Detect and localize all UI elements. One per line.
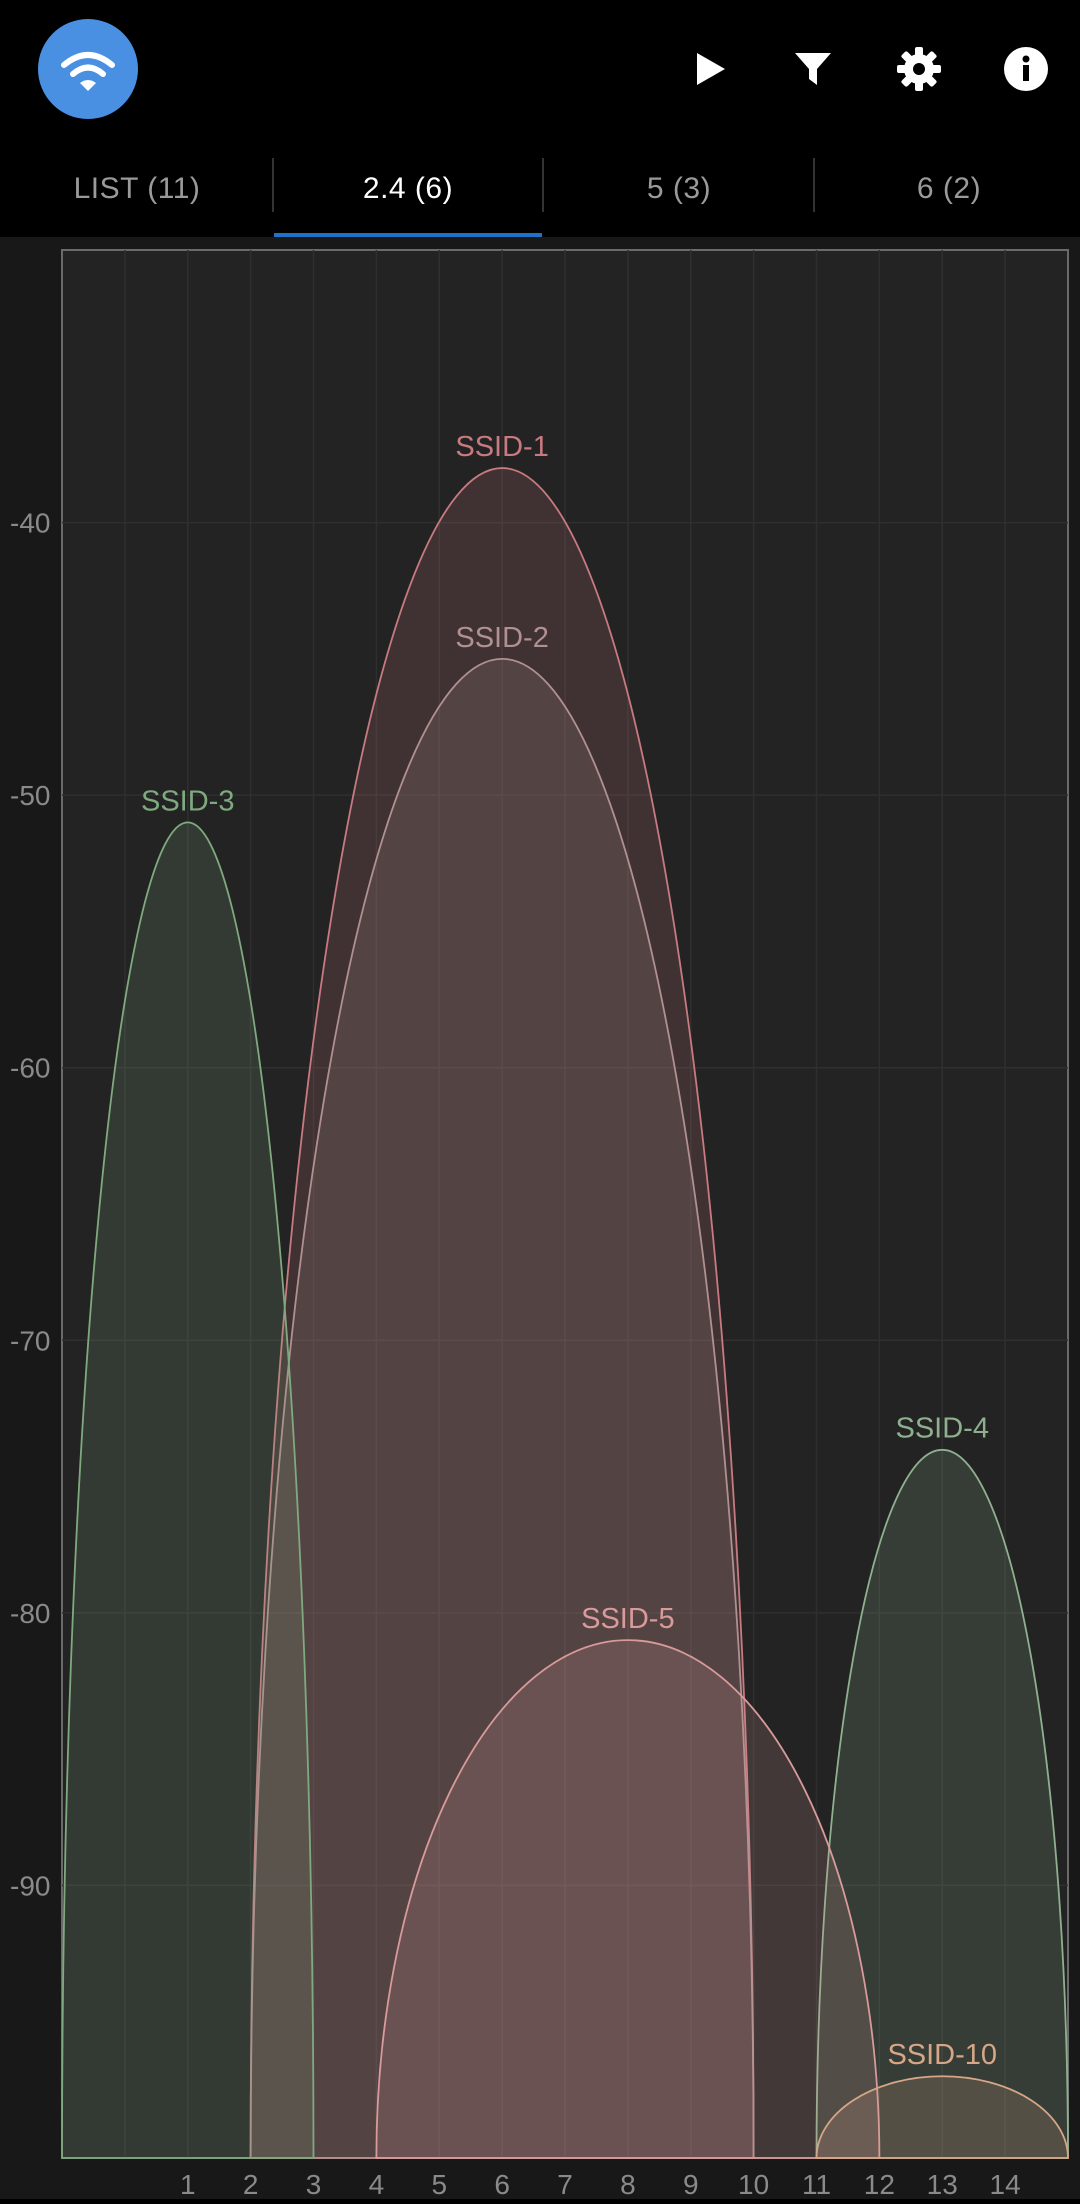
x-tick-label: 4 [369, 2169, 385, 2199]
tab-divider [813, 158, 815, 212]
filter-button[interactable] [782, 38, 844, 100]
series-area-ssid-3 [61, 821, 315, 2159]
tab-list[interactable]: LIST (11) [73, 171, 201, 205]
y-tick-label: -50 [10, 780, 50, 811]
x-tick-label: 5 [431, 2169, 447, 2199]
y-tick-label: -70 [10, 1325, 50, 1356]
series-area-ssid-4 [815, 1448, 1069, 2159]
series-label: SSID-10 [887, 2039, 997, 2071]
series-area-ssid-10 [815, 2075, 1069, 2159]
x-tick-label: 14 [990, 2169, 1021, 2199]
x-tick-label: 9 [683, 2169, 699, 2199]
y-tick-label: -40 [10, 508, 50, 539]
wifi-icon[interactable] [38, 19, 138, 119]
tab-5ghz[interactable]: 5 (3) [646, 171, 712, 205]
series-label: SSID-2 [455, 622, 548, 654]
series-area-ssid-5 [375, 1639, 881, 2159]
info-button[interactable] [995, 38, 1057, 100]
series-label: SSID-1 [455, 431, 548, 463]
x-tick-label: 1 [180, 2169, 196, 2199]
x-tick-label: 2 [243, 2169, 259, 2199]
tab-2-4ghz[interactable]: 2.4 (6) [362, 171, 454, 205]
tab-indicator [274, 233, 542, 237]
x-tick-label: 11 [802, 2169, 831, 2199]
x-tick-label: 8 [620, 2169, 636, 2199]
app-bar [0, 0, 1080, 140]
tab-bar: LIST (11) 2.4 (6) 5 (3) 6 (2) [0, 140, 1080, 237]
settings-button[interactable] [888, 38, 950, 100]
play-icon [697, 53, 725, 85]
tab-divider [272, 158, 274, 212]
series-area-ssid-2 [249, 657, 755, 2159]
channel-graph: SSID-1 SSID-2 SSID-3 SSID-4 SSID-5 SSID-10 -40… [0, 237, 1080, 2200]
y-tick-label: -90 [10, 1870, 50, 1901]
tab-6ghz[interactable]: 6 (2) [916, 171, 982, 205]
x-tick-label: 13 [927, 2169, 958, 2199]
tab-divider [542, 158, 544, 212]
channel-chart: SSID-1 SSID-2 SSID-3 SSID-4 SSID-5 SSID-10 -40… [10, 249, 1069, 2200]
x-tick-label: 3 [306, 2169, 322, 2199]
series-label: SSID-4 [896, 1412, 989, 1444]
play-button[interactable] [678, 38, 740, 100]
x-tick-label: 12 [864, 2169, 895, 2199]
info-icon [1004, 47, 1048, 91]
gear-icon [897, 47, 941, 91]
x-tick-label: 7 [557, 2169, 573, 2199]
filter-icon [795, 53, 831, 85]
x-tick-label: 6 [494, 2169, 510, 2199]
series-label: SSID-5 [581, 1603, 674, 1635]
series-label: SSID-3 [141, 785, 234, 817]
x-tick-label: 10 [738, 2169, 769, 2199]
y-tick-label: -80 [10, 1598, 50, 1629]
y-tick-label: -60 [10, 1053, 50, 1084]
series-area-ssid-1 [249, 467, 755, 2159]
